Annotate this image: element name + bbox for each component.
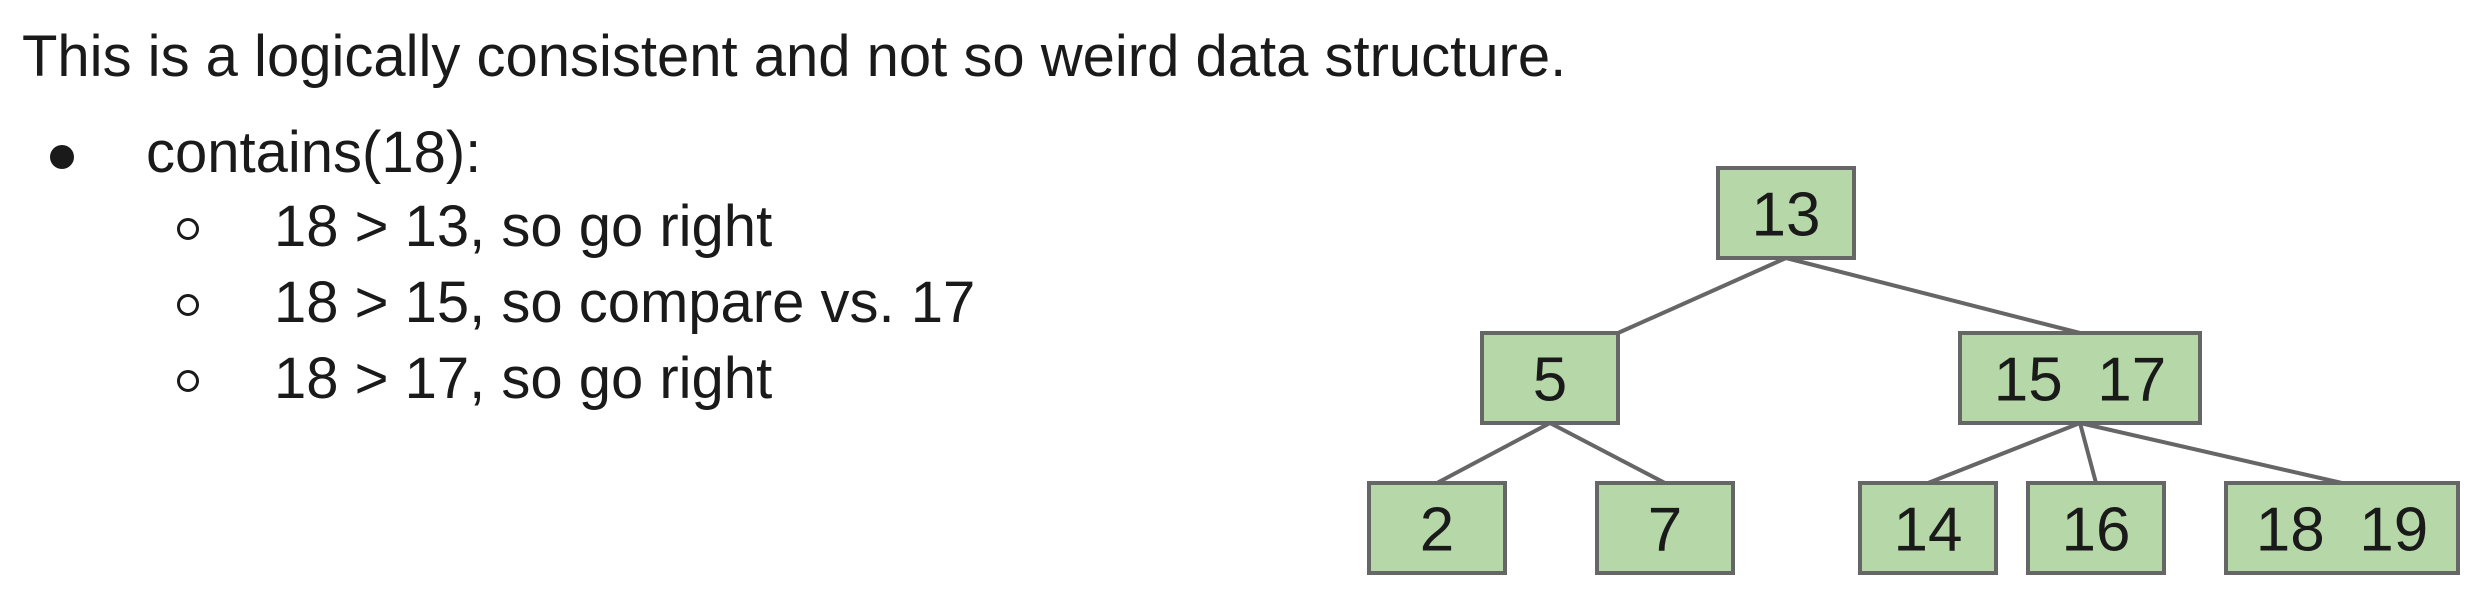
sub-bullet-label: 18 > 17, so go right: [274, 346, 773, 411]
tree-node-n16: 16: [2026, 481, 2166, 575]
tree-node-n13: 13: [1716, 166, 1856, 260]
tree-node-keys: 5: [1533, 346, 1567, 415]
tree-edge-n13-n15_17: [1785, 256, 2081, 335]
bullet-label: contains(18):: [146, 120, 482, 185]
tree-node-keys: 15 17: [1994, 346, 2166, 415]
tree-node-keys: 13: [1752, 181, 1821, 250]
tree-edges: [1436, 256, 2343, 485]
tree-node-keys: 2: [1420, 496, 1454, 565]
tree-node-keys: 14: [1894, 496, 1963, 565]
tree-node-n15_17: 15 17: [1958, 331, 2202, 425]
tree-node-box: [1958, 331, 2202, 425]
hollow-circle-icon: [177, 218, 199, 240]
tree-node-n14: 14: [1858, 481, 1998, 575]
tree-node-keys: 18 19: [2256, 496, 2428, 565]
tree-node-box: [1480, 331, 1620, 425]
tree-edge-n15_17-n14: [1927, 421, 2081, 485]
tree-edge-n15_17-n18_19: [2079, 421, 2343, 485]
tree-node-keys: 7: [1648, 496, 1682, 565]
tree-edge-n13-n5: [1617, 256, 1787, 335]
tree-node-n7: 7: [1595, 481, 1735, 575]
sub-bullet-label: 18 > 13, so go right: [274, 194, 773, 259]
tree-node-box: [2224, 481, 2460, 575]
tree-node-box: [1595, 481, 1735, 575]
tree-node-keys: 16: [2062, 496, 2131, 565]
tree-nodes: 13 5 15 17 2 7 14 16 18 19: [1367, 166, 2460, 575]
tree-node-n2: 2: [1367, 481, 1507, 575]
hollow-circle-icon: [177, 294, 199, 316]
tree-node-n5: 5: [1480, 331, 1620, 425]
tree-edge-n5-n2: [1436, 421, 1551, 485]
tree-node-n18_19: 18 19: [2224, 481, 2460, 575]
tree-node-box: [1367, 481, 1507, 575]
tree-edge-n5-n7: [1549, 421, 1666, 485]
slide-heading: This is a logically consistent and not s…: [22, 24, 1567, 89]
tree-node-box: [1716, 166, 1856, 260]
tree-node-box: [2026, 481, 2166, 575]
hollow-circle-icon: [177, 370, 199, 392]
sub-bullet-label: 18 > 15, so compare vs. 17: [274, 270, 976, 335]
tree-node-box: [1858, 481, 1998, 575]
bullet-dot-icon: [50, 145, 74, 169]
tree-edge-n15_17-n16: [2078, 422, 2098, 484]
